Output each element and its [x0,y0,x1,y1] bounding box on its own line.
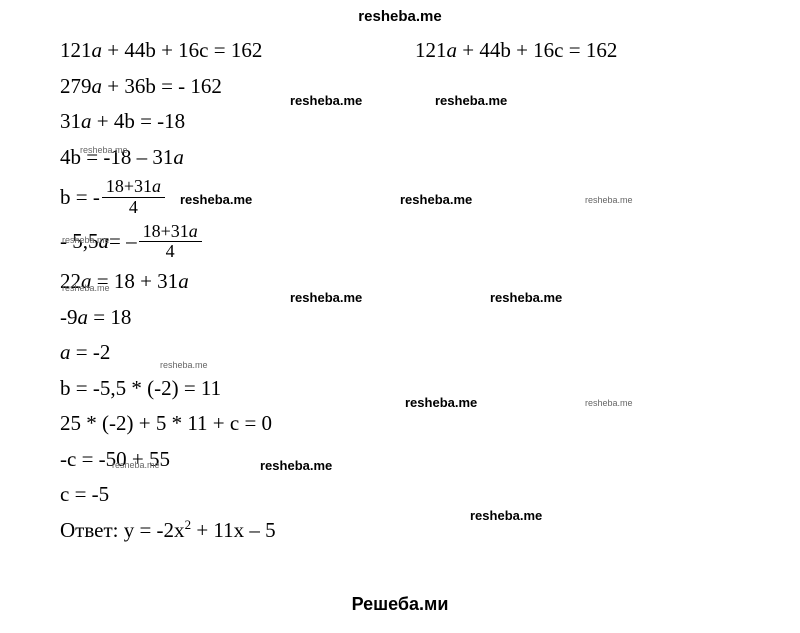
var-a: a [447,38,458,62]
txt: 121 [60,38,92,62]
var-a: a [60,340,71,364]
answer-expr-tail: + 11x – 5 [191,518,276,542]
header-watermark: resheba.me [0,0,800,29]
watermark-text: resheba.me [80,145,128,155]
watermark-text: resheba.me [405,395,477,410]
fraction: 18+31a 4 [139,222,202,263]
txt: = -2 [71,340,111,364]
answer-label: Ответ: [60,518,124,542]
watermark-text: resheba.me [400,192,472,207]
txt: -9 [60,305,78,329]
equation-line-12: -c = -50 + 55 [60,444,800,476]
watermark-text: resheba.me [435,93,507,108]
equation-line-1-right: 121a + 44b + 16c = 162 [415,35,617,67]
num: 18+31 [143,221,189,241]
watermark-text: resheba.me [180,192,252,207]
txt: + 44b + 16c = 162 [102,38,262,62]
watermark-text: resheba.me [62,283,110,293]
var-a: a [178,269,189,293]
equation-line-3: 31a + 4b = -18 [60,106,800,138]
txt: 121 [415,38,447,62]
txt: + 4b = -18 [92,109,186,133]
var-a: a [152,176,161,196]
watermark-text: resheba.me [585,398,633,408]
var-a: a [189,221,198,241]
txt: = – [109,226,137,258]
equation-line-8: -9a = 18 [60,302,800,334]
equation-line-7: 22a = 18 + 31a [60,266,800,298]
var-a: a [92,38,103,62]
watermark-text: resheba.me [490,290,562,305]
txt: 279 [60,74,92,98]
var-a: a [173,145,184,169]
answer-line: Ответ: y = -2x2 + 11x – 5 [60,515,800,547]
fraction: 18+31a 4 [102,177,165,218]
var-a: a [92,74,103,98]
txt: = 18 [88,305,131,329]
den: 4 [139,241,202,262]
footer-watermark: Решеба.ми [0,594,800,615]
den: 4 [102,197,165,218]
watermark-text: resheba.me [585,195,633,205]
var-a: a [81,109,92,133]
equation-line-13: c = -5 [60,479,800,511]
watermark-text: resheba.me [260,458,332,473]
var-a: a [78,305,89,329]
equation-line-4: 4b = -18 – 31a [60,142,800,174]
watermark-text: resheba.me [160,360,208,370]
watermark-text: resheba.me [112,460,160,470]
equation-line-1: 121a + 44b + 16c = 162 121a + 44b + 16c … [60,35,800,67]
txt: + 36b = - 162 [102,74,222,98]
watermark-text: resheba.me [62,235,110,245]
answer-expr: y = -2x [124,518,185,542]
watermark-text: resheba.me [290,93,362,108]
num: 18+31 [106,176,152,196]
txt: 31 [60,109,81,133]
equation-line-11: 25 * (-2) + 5 * 11 + c = 0 [60,408,800,440]
equation-line-6: - 5,5a = – 18+31a 4 [60,222,800,263]
txt: b = - [60,182,100,214]
watermark-text: resheba.me [290,290,362,305]
watermark-text: resheba.me [470,508,542,523]
txt: + 44b + 16c = 162 [457,38,617,62]
equation-line-2: 279a + 36b = - 162 [60,71,800,103]
